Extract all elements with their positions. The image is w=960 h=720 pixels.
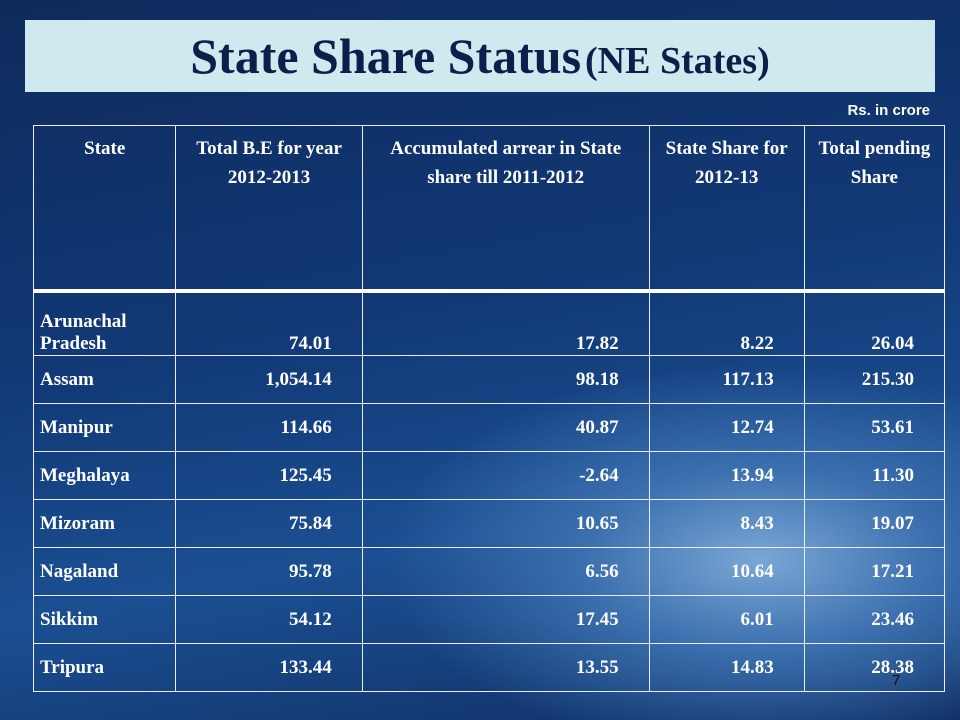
title: State Share Status	[190, 28, 582, 84]
value-cell: 10.65	[361, 499, 650, 548]
value-cell: 8.22	[648, 290, 805, 356]
title-box: State Share Status (NE States)	[25, 20, 935, 92]
value-cell: 54.12	[175, 595, 363, 644]
value-cell: 17.82	[361, 290, 650, 356]
value-cell: 98.18	[361, 355, 650, 404]
value-cell: 117.13	[648, 355, 805, 404]
state-cell: Meghalaya	[32, 451, 177, 500]
column-header: Accumulated arrear in State share till 2…	[361, 125, 650, 293]
column-header: Total pending Share	[803, 125, 946, 293]
table-row: Mizoram 75.84 10.65 8.43 19.07	[32, 499, 946, 548]
value-cell: 53.61	[803, 403, 946, 452]
value-cell: 114.66	[175, 403, 363, 452]
value-cell: 74.01	[175, 290, 363, 356]
value-cell: 11.30	[803, 451, 946, 500]
value-cell: 40.87	[361, 403, 650, 452]
state-cell: Manipur	[32, 403, 177, 452]
state-cell: Tripura	[32, 643, 177, 692]
state-cell: Arunachal Pradesh	[32, 290, 177, 356]
value-cell: 13.94	[648, 451, 805, 500]
value-cell: 125.45	[175, 451, 363, 500]
value-cell: -2.64	[361, 451, 650, 500]
table-row: Sikkim 54.12 17.45 6.01 23.46	[32, 595, 946, 644]
state-cell: Mizoram	[32, 499, 177, 548]
state-cell: Assam	[32, 355, 177, 404]
value-cell: 23.46	[803, 595, 946, 644]
value-cell: 133.44	[175, 643, 363, 692]
state-cell: Nagaland	[32, 547, 177, 596]
state-cell: Sikkim	[32, 595, 177, 644]
table-row: Arunachal Pradesh 74.01 17.82 8.22 26.04	[32, 290, 946, 356]
unit-note: Rs. in crore	[847, 102, 930, 119]
value-cell: 26.04	[803, 290, 946, 356]
value-cell: 1,054.14	[175, 355, 363, 404]
value-cell: 14.83	[648, 643, 805, 692]
value-cell: 17.45	[361, 595, 650, 644]
value-cell: 19.07	[803, 499, 946, 548]
value-cell: 13.55	[361, 643, 650, 692]
page-number: 7	[892, 672, 901, 689]
value-cell: 95.78	[175, 547, 363, 596]
value-cell: 17.21	[803, 547, 946, 596]
value-cell: 8.43	[648, 499, 805, 548]
value-cell: 75.84	[175, 499, 363, 548]
column-header: Total B.E for year 2012-2013	[175, 125, 363, 293]
table-row: Assam 1,054.14 98.18 117.13 215.30	[32, 355, 946, 404]
value-cell: 6.56	[361, 547, 650, 596]
table: State Total B.E for year 2012-2013 Accumul…	[32, 125, 946, 692]
value-cell: 12.74	[648, 403, 805, 452]
table-row: Nagaland 95.78 6.56 10.64 17.21	[32, 547, 946, 596]
column-header: State Share for 2012-13	[648, 125, 805, 293]
table-row: Manipur 114.66 40.87 12.74 53.61	[32, 403, 946, 452]
table-row: Meghalaya 125.45 -2.64 13.94 11.30	[32, 451, 946, 500]
table-row: Tripura 133.44 13.55 14.83 28.38	[32, 643, 946, 692]
value-cell: 10.64	[648, 547, 805, 596]
header-row: State Total B.E for year 2012-2013 Accumul…	[32, 125, 946, 293]
title-note: (NE States)	[585, 40, 770, 82]
value-cell: 6.01	[648, 595, 805, 644]
value-cell: 28.38	[803, 643, 946, 692]
column-header: State	[32, 125, 177, 293]
value-cell: 215.30	[803, 355, 946, 404]
